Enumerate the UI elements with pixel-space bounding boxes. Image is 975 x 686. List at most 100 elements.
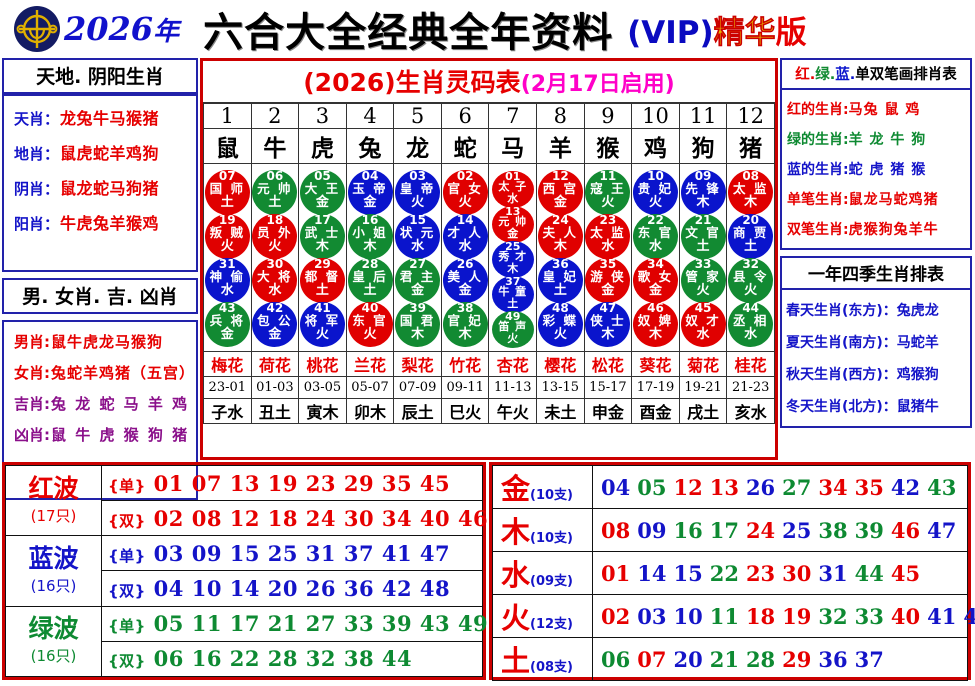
zodiac-ball[interactable]: 03 皇 帝火: [395, 170, 441, 215]
zodiac-ball[interactable]: 32 县 令火: [728, 258, 774, 303]
wave-numbers: 03 09 15 25 31 37 41 47: [153, 540, 451, 566]
zodiac-ball[interactable]: 35 游 侠金: [585, 258, 631, 303]
list-item: 凶肖: 鼠 牛 虎 猴 狗 猪: [10, 419, 192, 450]
zodiac-ball[interactable]: 17 武 士木: [299, 214, 345, 259]
ball-number: 07: [218, 169, 236, 183]
zodiac-ball[interactable]: 21 文 官土: [680, 213, 726, 259]
ball-number: 26: [456, 257, 474, 271]
zodiac-ball[interactable]: 42 包 公金: [252, 301, 298, 347]
zodiac-ball[interactable]: 15 状 元水: [395, 214, 441, 259]
zodiac-ball[interactable]: 10 贵 妃火: [632, 170, 678, 215]
zodiac-ball[interactable]: 44 丞 相水: [728, 302, 774, 347]
zodiac-ball[interactable]: 14 才 人水: [442, 214, 488, 259]
zodiac-ball[interactable]: 43 兵 将金: [204, 302, 250, 347]
zodiac-ball[interactable]: 20 商 贾土: [728, 214, 774, 259]
zodiac-table-title-sub: (2月17日启用): [520, 72, 675, 97]
column-flower: 荷花: [250, 351, 300, 377]
zodiac-ball[interactable]: 26 美 人金: [442, 257, 488, 303]
zodiac-ball[interactable]: 13 元 帅金: [491, 205, 534, 243]
zodiac-ball[interactable]: 11 寇 王火: [585, 169, 631, 215]
ball-number: 25: [505, 239, 521, 253]
zodiac-ball[interactable]: 27 君 主金: [395, 258, 441, 303]
ball-number: 01: [505, 169, 521, 183]
column-time-range: 05-07: [345, 376, 395, 399]
column-animal: 鼠: [203, 128, 252, 164]
column-number: 1: [203, 103, 252, 129]
ball-number: 02: [456, 169, 474, 183]
zodiac-ball[interactable]: 40 东 官火: [347, 302, 393, 347]
zodiac-ball[interactable]: 31 神 偷水: [204, 258, 250, 303]
ball-element: 火: [744, 283, 758, 298]
wave-numbers-cell: {单} 03 09 15 25 31 37 41 47: [101, 535, 483, 572]
list-item: 吉肖: 兔 龙 蛇 马 羊 鸡: [10, 388, 192, 419]
wave-numbers: 02 08 12 18 24 30 34 40 46: [153, 505, 489, 531]
ball-number: 11: [599, 169, 617, 183]
element-number: 48: [963, 603, 975, 629]
zodiac-ball[interactable]: 19 叛 贼火: [204, 214, 250, 259]
zodiac-ball[interactable]: 30 大 将水: [252, 258, 298, 303]
parity-tag: {双}: [108, 582, 146, 601]
zodiac-ball[interactable]: 25 秀 才木: [491, 239, 534, 278]
table-row: 水(09支) 01 14 15 22 23 30 31 44 45: [492, 551, 968, 595]
zodiac-ball[interactable]: 08 太 监木: [728, 170, 774, 215]
element-name: 金: [501, 472, 531, 506]
element-number: 39: [854, 517, 884, 543]
row-key: 双笔生肖:: [787, 222, 849, 238]
ball-number: 42: [266, 301, 284, 315]
column-time-range: 01-03: [250, 376, 300, 399]
column-time-range: 11-13: [488, 376, 538, 399]
parity-tag: {单}: [108, 546, 146, 565]
element-number: 30: [782, 560, 812, 586]
column-balls: 09 先 锋木 21 文 官土 33 管 家火 45 奴 才水: [678, 163, 728, 352]
zodiac-ball[interactable]: 38 官 妃木: [442, 302, 488, 347]
element-number: 36: [818, 646, 848, 672]
zodiac-ball[interactable]: 46 奴 婢木: [632, 302, 678, 347]
row-value: 鼠 牛 虎 猴 狗 猪: [51, 426, 190, 444]
title-part-rest: 单双笔画排肖表: [855, 67, 957, 83]
element-numbers-cell: 020310111819323340414849: [592, 594, 975, 638]
zodiac-ball[interactable]: 45 奴 才水: [680, 302, 726, 347]
zodiac-ball[interactable]: 23 太 监水: [585, 214, 631, 259]
zodiac-ball[interactable]: 16 小 姐木: [347, 214, 393, 259]
zodiac-ball[interactable]: 05 大 王金: [299, 170, 345, 215]
row-key: 阳肖：: [14, 215, 60, 233]
zodiac-ball[interactable]: 09 先 锋木: [680, 170, 726, 215]
column-animal: 兔: [345, 128, 395, 164]
ball-element: 土: [363, 283, 377, 298]
zodiac-ball[interactable]: 49 笛 声火: [491, 310, 534, 348]
zodiac-ball[interactable]: 07 国 师土: [204, 169, 250, 215]
list-item: 秋天生肖(西方)：鸡猴狗: [786, 367, 939, 383]
zodiac-ball[interactable]: 28 皇 后土: [347, 258, 393, 303]
element-number: 12: [673, 474, 703, 500]
ball-title: 牛 童: [498, 284, 528, 298]
row-key: 单笔生肖:: [787, 192, 849, 208]
zodiac-ball[interactable]: 04 玉 帝金: [347, 170, 393, 215]
list-item: 阴肖： 鼠龙蛇马狗猪: [10, 170, 192, 205]
ball-number: 34: [647, 257, 664, 271]
element-name: 木: [501, 515, 531, 549]
row-value: 鼠龙蛇马狗猪: [60, 179, 160, 198]
zodiac-ball[interactable]: 06 元 帅土: [252, 170, 298, 215]
zodiac-ball[interactable]: 34 歌 女金: [632, 257, 678, 303]
zodiac-ball[interactable]: 41 将 军火: [299, 302, 345, 347]
zodiac-ball[interactable]: 22 东 官水: [632, 214, 678, 259]
zodiac-ball[interactable]: 24 夫 人木: [537, 214, 583, 259]
zodiac-ball[interactable]: 48 彩 蝶火: [537, 302, 583, 347]
list-item: 夏天生肖(南方)：马蛇羊: [786, 335, 939, 351]
zodiac-ball[interactable]: 18 员 外火: [252, 214, 298, 259]
ball-element: 金: [268, 327, 282, 342]
zodiac-ball[interactable]: 01 太 子水: [491, 169, 534, 208]
row-value: 兔蛇羊鸡猪（五宫）: [51, 364, 196, 382]
table-row: 火(12支)020310111819323340414849: [492, 594, 975, 638]
zodiac-ball[interactable]: 02 官 女火: [442, 169, 488, 215]
element-number: 43: [927, 474, 957, 500]
ball-number: 21: [694, 213, 712, 227]
zodiac-ball[interactable]: 33 管 家火: [680, 258, 726, 303]
parity-tag: {单}: [108, 617, 146, 636]
zodiac-ball[interactable]: 39 国 君木: [395, 302, 441, 347]
zodiac-ball[interactable]: 12 西 宫金: [537, 170, 583, 215]
zodiac-ball[interactable]: 36 皇 妃土: [537, 258, 583, 303]
zodiac-ball[interactable]: 29 都 督土: [299, 258, 345, 303]
zodiac-ball[interactable]: 37 牛 童土: [491, 275, 534, 313]
zodiac-ball[interactable]: 47 侠 士木: [585, 302, 631, 347]
